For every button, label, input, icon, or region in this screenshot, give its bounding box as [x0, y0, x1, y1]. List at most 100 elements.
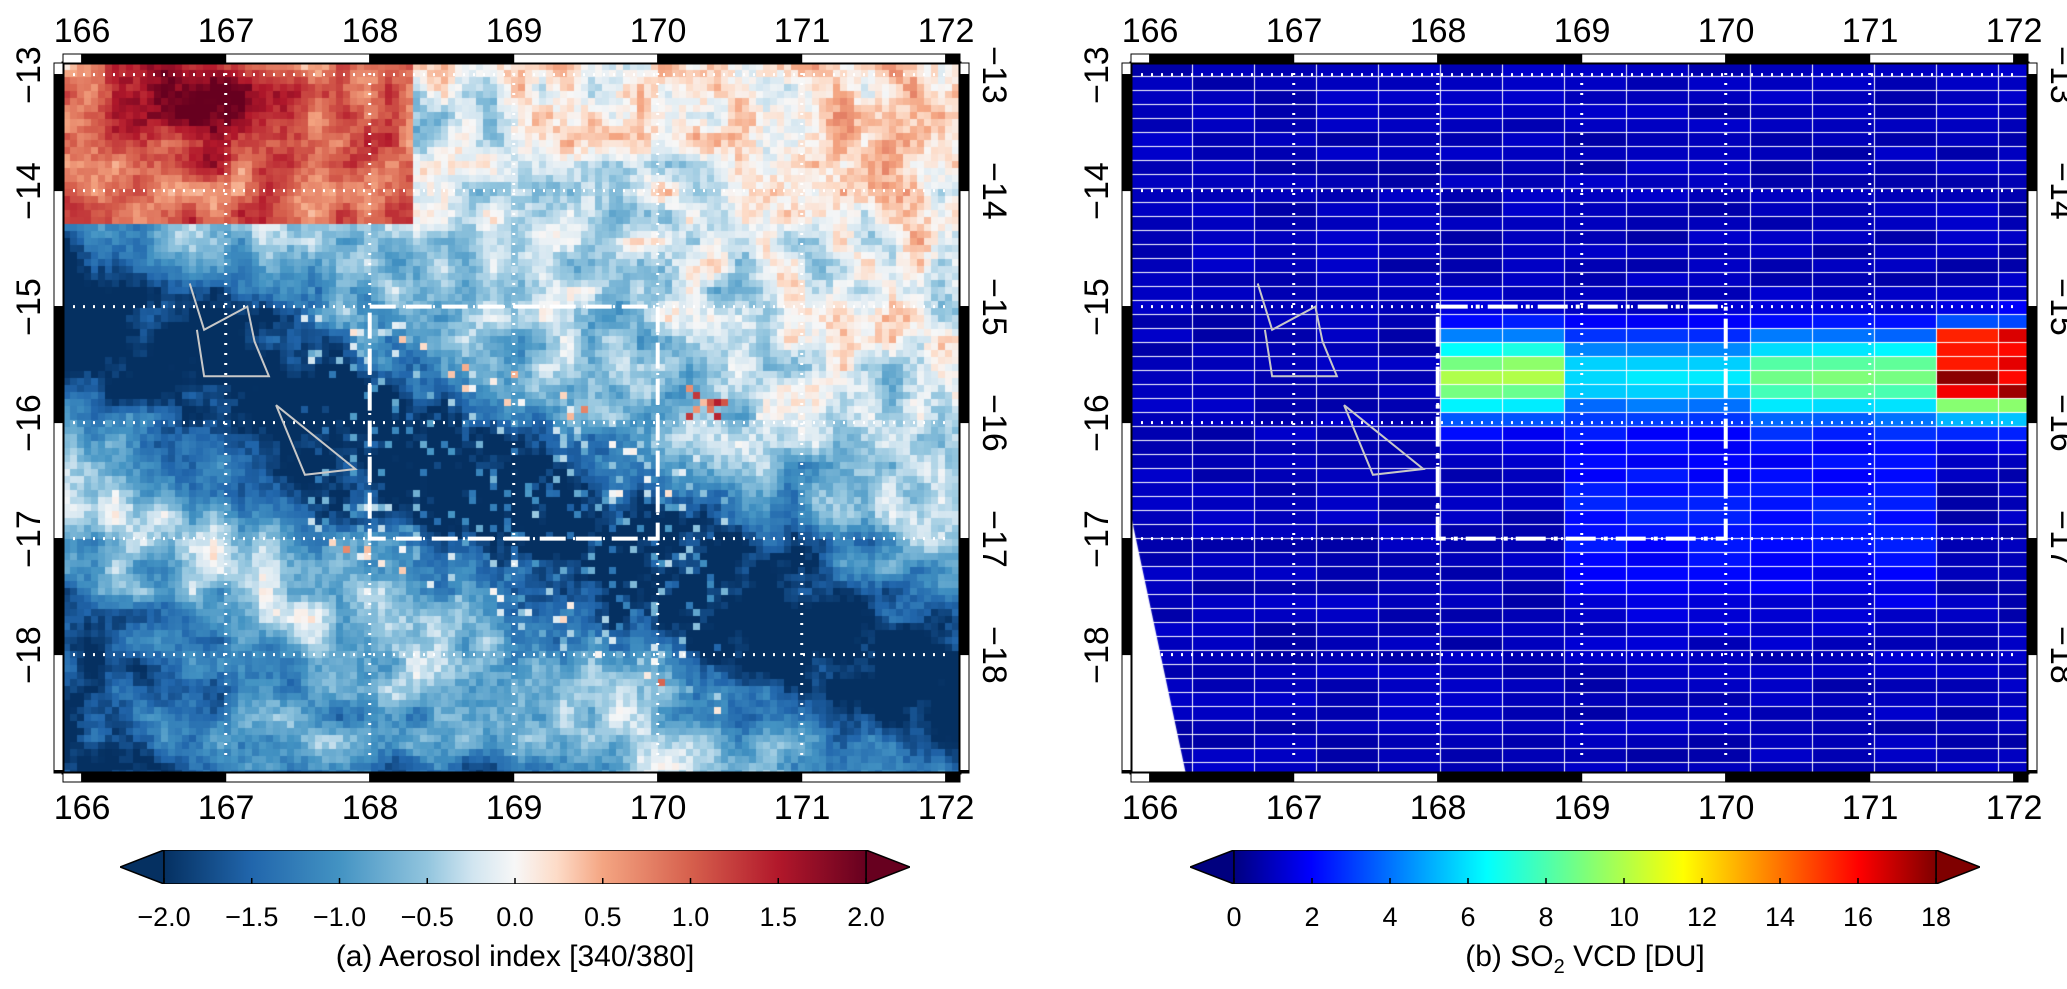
lon-tick-top: 172 [917, 12, 975, 50]
frame-bar-right [2027, 74, 2038, 192]
frame-bar-top [657, 53, 803, 64]
frame-bar-left [53, 74, 64, 192]
lat-tick-right: −13 [2043, 45, 2067, 104]
frame-bar-top [1149, 53, 1295, 64]
frame-bar-bottom [1149, 772, 1295, 783]
colorbar-tick-label: 2.0 [847, 902, 885, 932]
lat-tick-left: −17 [1078, 509, 1116, 568]
frame-bar-top [225, 53, 371, 64]
lat-tick-right: −17 [975, 509, 1013, 568]
colorbar-tick-label: −2.0 [137, 902, 191, 932]
frame-bar-top [1130, 53, 1151, 64]
colorbar-extend-min [1190, 850, 1235, 884]
colorbar-tick-label: −1.5 [225, 902, 279, 932]
lon-tick-bottom: 170 [1697, 789, 1755, 827]
lat-tick-left: −18 [10, 625, 48, 684]
frame-bar-bottom [513, 772, 659, 783]
frame-bar-bottom [1581, 772, 1727, 783]
lon-tick-top: 166 [1121, 12, 1179, 50]
frame-bar-top [1293, 53, 1439, 64]
lat-tick-right: −18 [975, 625, 1013, 684]
lon-tick-bottom: 168 [1409, 789, 1467, 827]
frame-bar-left [1121, 74, 1132, 192]
lon-tick-top: 168 [341, 12, 399, 50]
lat-tick-right: −15 [2043, 277, 2067, 336]
frame-bar-left [1121, 62, 1132, 76]
so2-vcd-map [1121, 53, 2038, 783]
map-frame [1129, 61, 2030, 775]
frame-bar-right [2027, 422, 2038, 540]
lon-tick-top: 169 [485, 12, 543, 50]
frame-bar-right [2027, 538, 2038, 656]
lon-tick-top: 168 [1409, 12, 1467, 50]
frame-bar-top [1581, 53, 1727, 64]
frame-bar-left [53, 654, 64, 772]
lon-tick-bottom: 170 [629, 789, 687, 827]
map-overlay-b [1121, 53, 2038, 783]
frame-bar-left [53, 538, 64, 656]
frame-bar-bottom [369, 772, 515, 783]
aerosol-colorbar-title: (a) Aerosol index [340/380] [335, 940, 695, 973]
frame-bar-right [959, 306, 970, 424]
frame-bar-right [2027, 190, 2038, 308]
frame-bar-right [959, 62, 970, 76]
frame-bar-top [945, 53, 961, 64]
colorbar-tick-label: 10 [1608, 902, 1640, 932]
island-outline-espiritu-santo [188, 283, 271, 378]
frame-bar-top [1437, 53, 1583, 64]
frame-bar-bottom [2013, 772, 2029, 783]
colorbar-tick-label: 6 [1460, 902, 1476, 932]
colorbar-extend-max [865, 850, 910, 884]
lat-tick-left: −13 [1078, 45, 1116, 104]
frame-bar-right [959, 190, 970, 308]
lat-tick-right: −14 [975, 161, 1013, 220]
colorbar-tick-label: −1.0 [312, 902, 367, 932]
lon-tick-top: 170 [1697, 12, 1755, 50]
frame-bar-top [801, 53, 947, 64]
colorbar-tick-label: 0.0 [496, 902, 534, 932]
lon-tick-bottom: 166 [53, 789, 111, 827]
frame-bar-bottom [81, 772, 227, 783]
frame-bar-right [2027, 770, 2038, 774]
frame-bar-left [53, 306, 64, 424]
frame-bar-left [1121, 422, 1132, 540]
lat-tick-left: −16 [10, 393, 48, 452]
frame-bar-top [1869, 53, 2015, 64]
island-outline-malekula [275, 404, 358, 476]
so2-vcd-heatmap [1131, 63, 2028, 773]
lat-tick-right: −16 [975, 393, 1013, 452]
lon-tick-top: 172 [1985, 12, 2043, 50]
frame-bar-right [959, 422, 970, 540]
frame-bar-bottom [1869, 772, 2015, 783]
frame-bar-bottom [1130, 772, 1151, 783]
lon-tick-top: 169 [1553, 12, 1611, 50]
frame-bar-top [81, 53, 227, 64]
lat-tick-left: −18 [1078, 625, 1116, 684]
lon-tick-bottom: 172 [1985, 789, 2043, 827]
frame-bar-left [1121, 770, 1132, 774]
lon-tick-bottom: 167 [197, 789, 255, 827]
frame-bar-top [2013, 53, 2029, 64]
frame-bar-bottom [945, 772, 961, 783]
lon-tick-top: 166 [53, 12, 111, 50]
lat-tick-left: −14 [1078, 161, 1116, 220]
frame-bar-left [53, 770, 64, 774]
aerosol-index-heatmap [63, 63, 960, 773]
lat-tick-left: −15 [1078, 277, 1116, 336]
frame-bar-right [959, 74, 970, 192]
frame-bar-bottom [657, 772, 803, 783]
colorbar-tick-label: 4 [1382, 902, 1398, 932]
frame-bar-right [959, 538, 970, 656]
region-box [1435, 304, 1728, 541]
frame-bar-right [2027, 306, 2038, 424]
frame-bar-top [62, 53, 83, 64]
lat-tick-right: −13 [975, 45, 1013, 104]
lat-tick-left: −17 [10, 509, 48, 568]
colorbar-tick-label: 14 [1764, 902, 1796, 932]
frame-bar-left [1121, 538, 1132, 656]
lon-tick-bottom: 171 [1841, 789, 1899, 827]
lat-tick-right: −18 [2043, 625, 2067, 684]
so2-colorbar-title: (b) SO2 VCD [DU] [1465, 940, 1705, 978]
frame-bar-top [513, 53, 659, 64]
